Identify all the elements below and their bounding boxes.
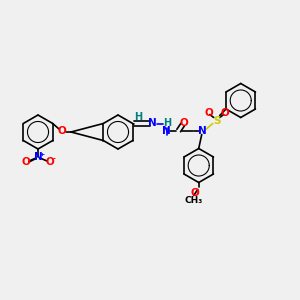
Text: H: H [134, 112, 142, 122]
Text: N: N [162, 125, 171, 136]
Text: O: O [22, 157, 30, 167]
Text: -: - [52, 156, 56, 162]
Text: S: S [213, 116, 220, 125]
Text: O: O [58, 126, 66, 136]
Text: O: O [220, 107, 229, 118]
Text: O: O [179, 118, 188, 128]
Text: H: H [163, 118, 171, 128]
Text: N: N [148, 118, 157, 128]
Text: O: O [190, 188, 199, 197]
Text: O: O [46, 157, 54, 167]
Text: +: + [39, 152, 45, 157]
Text: N: N [34, 152, 42, 162]
Text: CH₃: CH₃ [184, 196, 203, 205]
Text: O: O [204, 107, 213, 118]
Text: N: N [198, 125, 207, 136]
